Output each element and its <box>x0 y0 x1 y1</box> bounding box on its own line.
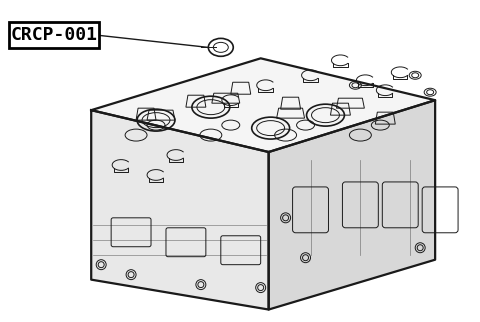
Polygon shape <box>269 100 435 309</box>
Polygon shape <box>91 58 435 152</box>
Bar <box>10 23 99 48</box>
Text: CRCP-001: CRCP-001 <box>11 26 98 44</box>
Polygon shape <box>91 110 269 309</box>
